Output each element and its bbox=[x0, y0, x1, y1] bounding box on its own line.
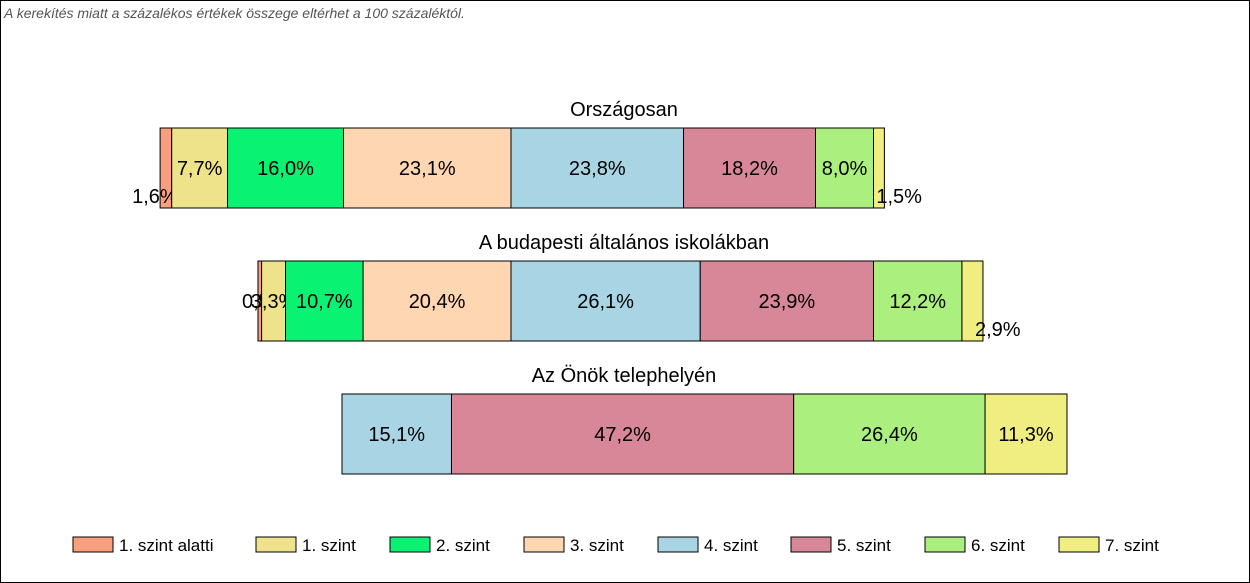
bar-3-segment-8 bbox=[984, 393, 1068, 475]
bar-2-segment-8 bbox=[961, 260, 984, 342]
bar-3-label-5: 15,1% bbox=[368, 424, 425, 446]
legend-swatch-8 bbox=[1058, 536, 1100, 553]
bar-2-segment-4 bbox=[362, 260, 512, 342]
legend-label-2: 1. szint bbox=[302, 536, 356, 555]
bar-1-label-1: 1,6% bbox=[132, 186, 178, 208]
legend-swatch-1 bbox=[72, 536, 114, 553]
bar-1-label-7: 8,0% bbox=[822, 158, 868, 180]
bar-3-segment-6 bbox=[450, 393, 795, 475]
bar-3-label-8: 11,3% bbox=[998, 424, 1053, 446]
bar-2-label-5: 26,1% bbox=[577, 291, 634, 313]
legend-label-1: 1. szint alatti bbox=[119, 536, 214, 555]
bar-2-segment-5 bbox=[510, 260, 701, 342]
group-title-2: A budapesti általános iskolákban bbox=[479, 232, 769, 254]
bar-1-segment-5 bbox=[510, 127, 685, 209]
bar-2-label-3: 10,7% bbox=[296, 291, 353, 313]
legend-label-4: 3. szint bbox=[570, 536, 624, 555]
bar-2-segment-6 bbox=[699, 260, 874, 342]
bar-2-label-6: 23,9% bbox=[759, 291, 816, 313]
legend-swatch-7 bbox=[924, 536, 966, 553]
legend-swatch-6 bbox=[790, 536, 832, 553]
legend-label-6: 5. szint bbox=[837, 536, 891, 555]
bar-2-segment-3 bbox=[285, 260, 364, 342]
bar-3-segment-7 bbox=[793, 393, 986, 475]
legend-swatch-3 bbox=[389, 536, 431, 553]
bar-1-label-3: 16,0% bbox=[257, 158, 314, 180]
bar-1-label-4: 23,1% bbox=[399, 158, 456, 180]
legend-label-3: 2. szint bbox=[436, 536, 490, 555]
bar-1-label-2: 7,7% bbox=[177, 158, 223, 180]
bar-1-segment-2 bbox=[171, 127, 229, 209]
bar-1-segment-4 bbox=[343, 127, 512, 209]
bar-1-label-8: 1,5% bbox=[876, 186, 922, 208]
legend-swatch-4 bbox=[523, 536, 565, 553]
bar-2-label-4: 20,4% bbox=[409, 291, 466, 313]
legend-swatch-5 bbox=[657, 536, 699, 553]
legend-label-5: 4. szint bbox=[704, 536, 758, 555]
rounding-note: A kerekítés miatt a százalékos értékek ö… bbox=[4, 5, 465, 21]
bar-2-segment-7 bbox=[873, 260, 963, 342]
bar-2-label-8: 2,9% bbox=[975, 319, 1021, 341]
bar-1-segment-7 bbox=[815, 127, 874, 209]
bar-2-label-7: 12,2% bbox=[889, 291, 946, 313]
legend-label-8: 7. szint bbox=[1105, 536, 1159, 555]
bar-1-label-6: 18,2% bbox=[721, 158, 778, 180]
bar-3-label-7: 26,4% bbox=[861, 424, 918, 446]
group-title-3: Az Önök telephelyén bbox=[532, 365, 717, 387]
bar-3-segment-5 bbox=[341, 393, 452, 475]
legend-label-7: 6. szint bbox=[971, 536, 1025, 555]
group-title-1: Országosan bbox=[570, 99, 678, 121]
bar-1-segment-8 bbox=[873, 127, 885, 209]
bar-1-segment-6 bbox=[683, 127, 816, 209]
legend-swatch-2 bbox=[255, 536, 297, 553]
bar-3-label-6: 47,2% bbox=[594, 424, 651, 446]
bar-1-label-5: 23,8% bbox=[569, 158, 626, 180]
